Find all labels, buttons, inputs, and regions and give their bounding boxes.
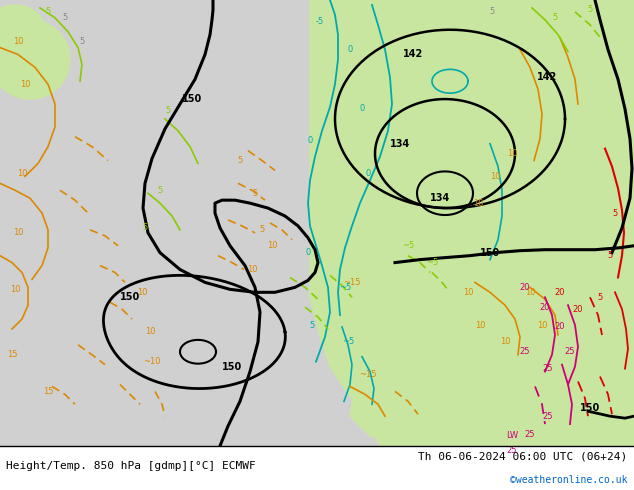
Text: 15: 15 — [42, 387, 53, 396]
Text: 15: 15 — [7, 350, 17, 359]
Text: Height/Temp. 850 hPa [gdmp][°C] ECMWF: Height/Temp. 850 hPa [gdmp][°C] ECMWF — [6, 461, 256, 471]
Text: ~10: ~10 — [143, 357, 161, 366]
Text: 134: 134 — [390, 139, 410, 148]
Text: 10: 10 — [137, 288, 147, 297]
Text: Th 06-06-2024 06:00 UTC (06+24): Th 06-06-2024 06:00 UTC (06+24) — [418, 452, 628, 462]
Text: 150: 150 — [182, 94, 202, 104]
Text: 5: 5 — [79, 37, 84, 46]
Text: 5: 5 — [552, 13, 558, 23]
Text: ~5: ~5 — [342, 337, 354, 346]
Text: 10: 10 — [10, 285, 20, 294]
Text: 5: 5 — [309, 320, 314, 329]
Text: 5: 5 — [587, 5, 593, 14]
Text: 142: 142 — [403, 49, 423, 59]
Text: 142: 142 — [537, 73, 557, 82]
Text: LW: LW — [506, 432, 518, 441]
Text: 5: 5 — [597, 293, 603, 302]
Polygon shape — [310, 0, 634, 446]
Text: ~15: ~15 — [359, 370, 377, 379]
Text: 10: 10 — [507, 149, 517, 158]
Text: 0: 0 — [347, 45, 353, 54]
Text: 5: 5 — [157, 186, 163, 195]
Text: 0: 0 — [306, 248, 311, 257]
Text: 10: 10 — [489, 172, 500, 181]
Text: 5: 5 — [252, 189, 257, 198]
Text: 5: 5 — [237, 156, 243, 165]
Text: 20: 20 — [520, 283, 530, 292]
Text: 10: 10 — [463, 288, 473, 297]
Polygon shape — [380, 159, 450, 218]
Text: ©weatheronline.co.uk: ©weatheronline.co.uk — [510, 475, 628, 485]
Text: 5: 5 — [46, 7, 51, 16]
Text: 25: 25 — [507, 446, 517, 455]
Text: 25: 25 — [543, 364, 553, 373]
Text: 10: 10 — [267, 241, 277, 250]
Text: 10: 10 — [16, 169, 27, 178]
Text: 10: 10 — [13, 228, 23, 237]
Text: 20: 20 — [540, 303, 550, 312]
Text: 10: 10 — [500, 337, 510, 346]
Text: 25: 25 — [520, 347, 530, 356]
Text: 25: 25 — [565, 347, 575, 356]
Text: 150: 150 — [222, 362, 242, 371]
Text: 20: 20 — [573, 305, 583, 314]
Text: 25: 25 — [525, 430, 535, 439]
Text: 5: 5 — [607, 251, 612, 260]
Text: 5: 5 — [489, 7, 495, 16]
Text: 20: 20 — [555, 288, 566, 297]
Text: 5: 5 — [612, 209, 618, 218]
Text: 150: 150 — [580, 403, 600, 413]
Text: 150: 150 — [120, 292, 140, 302]
Text: 25: 25 — [543, 412, 553, 421]
Text: ~5: ~5 — [339, 283, 351, 292]
Text: -5: -5 — [316, 17, 324, 26]
Text: 10: 10 — [145, 327, 155, 337]
Text: 10: 10 — [525, 288, 535, 297]
Text: ~5: ~5 — [426, 258, 438, 267]
Text: 10: 10 — [473, 198, 483, 208]
Text: 10: 10 — [537, 320, 547, 329]
Text: 0: 0 — [307, 136, 313, 145]
Ellipse shape — [0, 20, 70, 99]
Text: 20: 20 — [555, 322, 566, 332]
Text: 5: 5 — [143, 223, 148, 232]
Ellipse shape — [0, 5, 45, 54]
Text: 150: 150 — [480, 247, 500, 258]
Text: 0: 0 — [359, 104, 365, 114]
Text: 0: 0 — [365, 169, 371, 178]
Text: 5: 5 — [62, 13, 68, 23]
Polygon shape — [340, 5, 520, 99]
Text: 134: 134 — [430, 193, 450, 203]
Polygon shape — [350, 297, 470, 441]
Text: 5: 5 — [165, 106, 171, 116]
Text: 10: 10 — [20, 80, 30, 89]
Polygon shape — [370, 258, 634, 446]
Text: 10: 10 — [13, 37, 23, 46]
Text: 5: 5 — [259, 225, 264, 234]
Text: ~5: ~5 — [402, 241, 414, 250]
Text: 10: 10 — [247, 265, 257, 274]
Text: 10: 10 — [475, 320, 485, 329]
Polygon shape — [490, 0, 620, 79]
Text: ~15: ~15 — [343, 278, 361, 287]
